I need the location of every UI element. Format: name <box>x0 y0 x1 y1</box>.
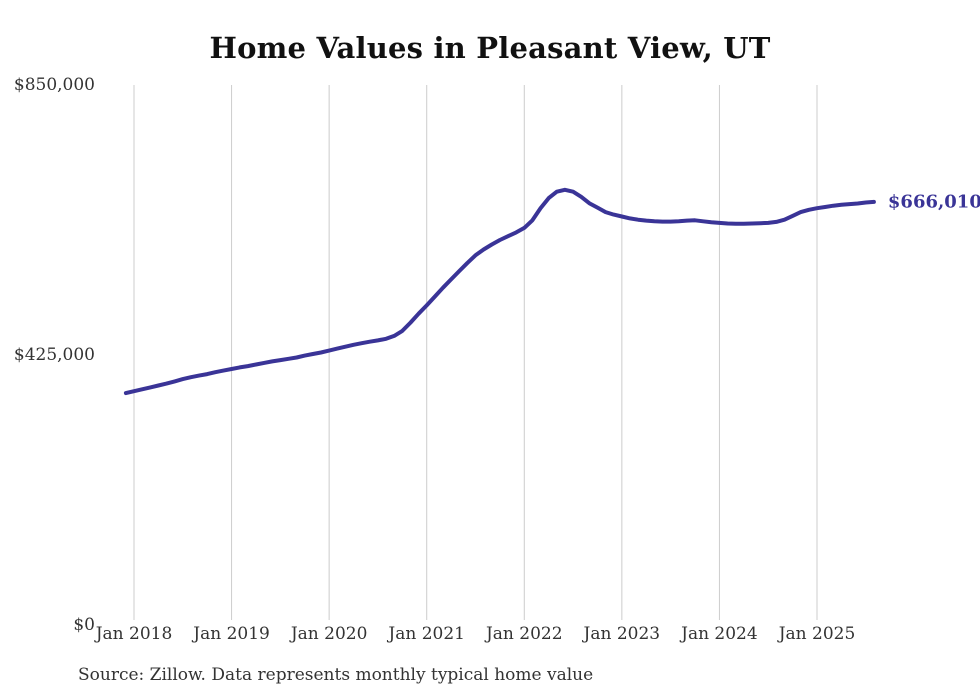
source-note: Source: Zillow. Data represents monthly … <box>78 665 594 685</box>
y-axis-tick-label: $850,000 <box>13 75 95 95</box>
x-axis-tick-label: Jan 2023 <box>583 624 661 644</box>
x-axis-tick-label: Jan 2024 <box>681 624 758 644</box>
x-axis-tick-label: Jan 2021 <box>388 624 465 644</box>
x-axis-tick-label: Jan 2019 <box>193 624 270 644</box>
latest-value-label: $666,010 <box>887 191 980 213</box>
x-axis-tick-label: Jan 2025 <box>778 624 856 644</box>
x-axis-tick-label: Jan 2022 <box>485 624 563 644</box>
x-axis-tick-label: Jan 2018 <box>95 624 173 644</box>
chart-title: Home Values in Pleasant View, UT <box>209 31 771 65</box>
y-axis-tick-label: $0 <box>73 615 95 635</box>
y-axis-tick-label: $425,000 <box>13 345 95 365</box>
x-axis-tick-label: Jan 2020 <box>290 624 368 644</box>
home-value-line <box>123 187 876 396</box>
